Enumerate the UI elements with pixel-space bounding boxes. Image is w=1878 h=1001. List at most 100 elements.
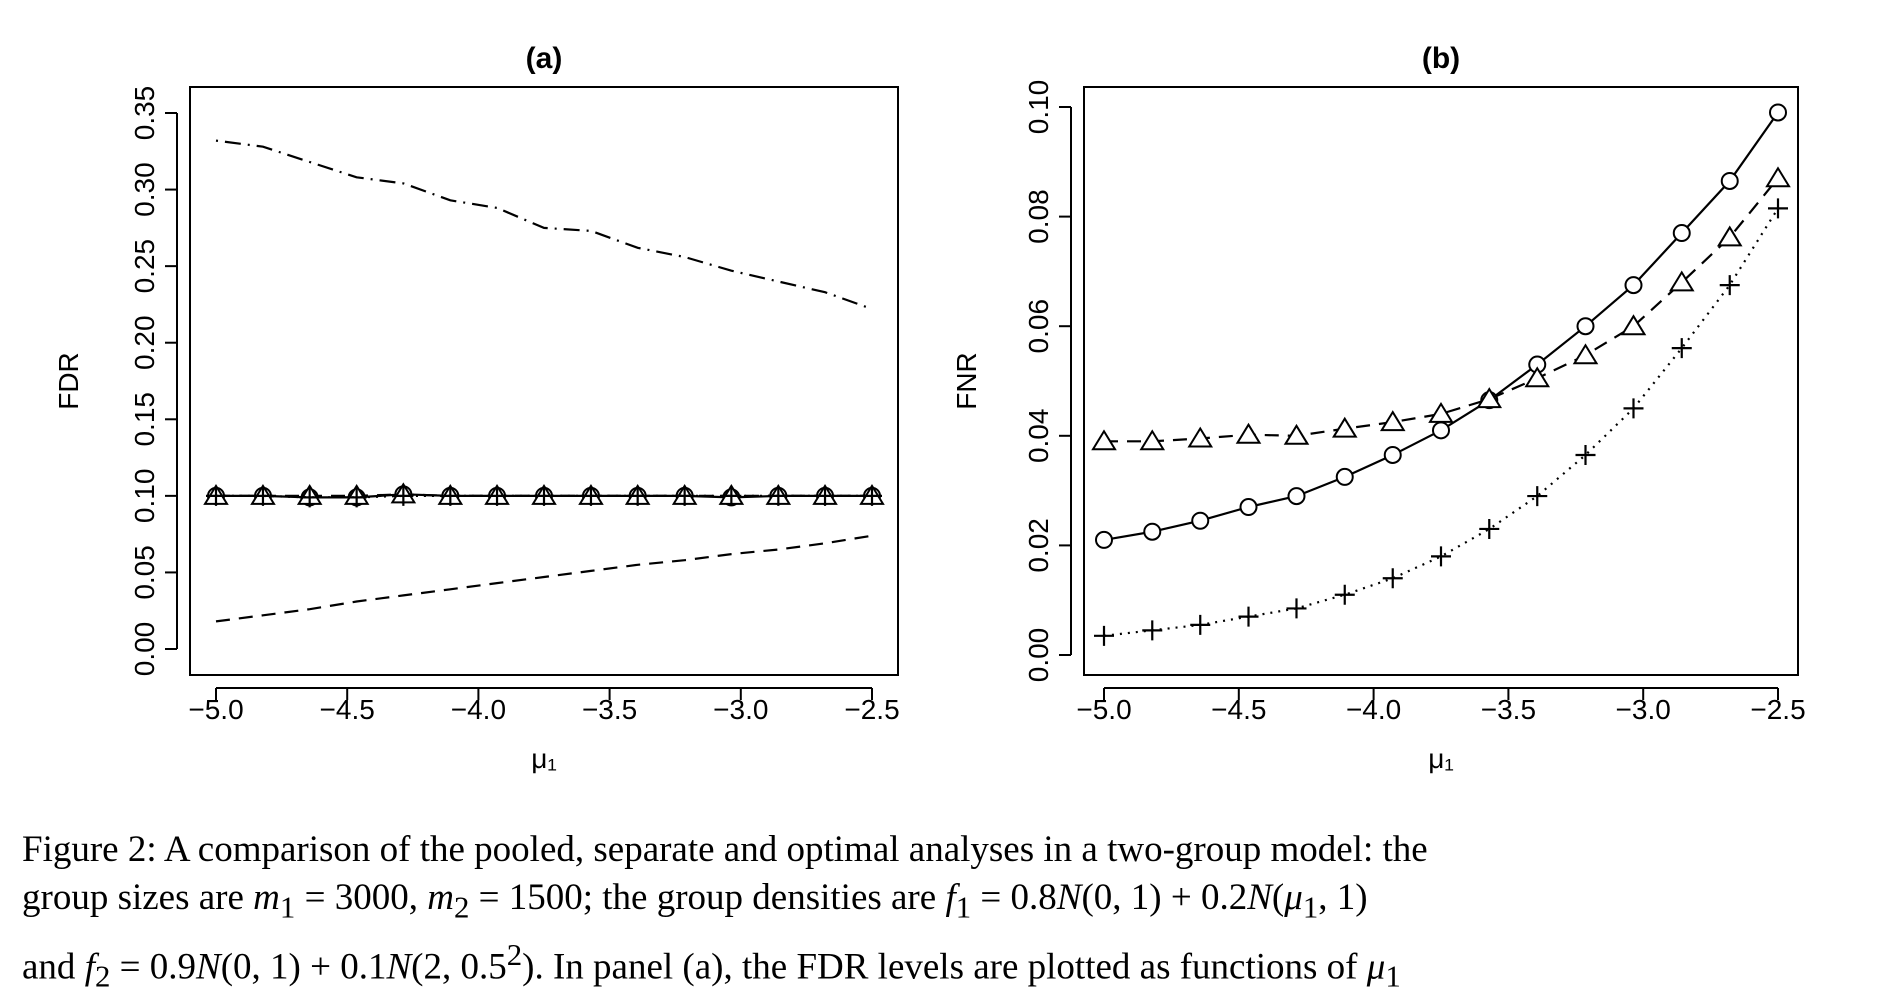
data-point-plus <box>1768 198 1788 219</box>
data-point-plus <box>206 485 226 506</box>
caption-text: = 3000, <box>304 877 428 918</box>
x-tick-label: −3.5 <box>582 694 637 725</box>
data-point-plus <box>815 485 836 506</box>
y-tick-label: 0.10 <box>129 469 160 524</box>
panel-b-fnr-chart: (b) −5.0 −4.5 −4.0 −3.5 −3.0 −2.5 μ₁ 0.00 0.02 0.0… <box>951 42 1806 774</box>
data-point-triangle <box>1091 429 1117 451</box>
y-axis-label: FDR <box>53 352 84 410</box>
y-tick-label: 0.00 <box>1023 628 1054 683</box>
y-tick-label: 0.30 <box>129 162 160 217</box>
y-tick-label: 0.02 <box>1023 518 1054 573</box>
caption-text: group sizes are <box>22 877 254 918</box>
data-point-plus <box>1094 625 1114 646</box>
data-point-circle <box>1624 276 1643 295</box>
data-point-circle <box>1769 103 1787 122</box>
series-line-dashed <box>1104 177 1779 443</box>
caption-line-3: and f2 = 0.9N(0, 1) + 0.1N(2, 0.52). In … <box>22 931 1862 1001</box>
data-point-plus <box>393 485 414 506</box>
series-line-dotdash <box>215 139 873 311</box>
math-symbol: N <box>1056 877 1082 918</box>
data-point-plus <box>1479 518 1500 539</box>
math-symbol: μ <box>1284 877 1303 918</box>
x-tick-label: −3.5 <box>1481 694 1536 725</box>
data-point-triangle <box>1331 416 1358 438</box>
math-subscript: 1 <box>1385 960 1401 995</box>
data-point-circle <box>1720 171 1739 190</box>
data-point-plus <box>1671 338 1692 359</box>
x-tick-label: −2.5 <box>844 694 899 725</box>
data-point-plus <box>1334 584 1355 605</box>
data-point-triangle <box>1668 270 1695 292</box>
data-point-plus <box>1286 598 1307 619</box>
data-point-plus <box>1142 620 1163 641</box>
y-tick-label: 0.08 <box>1023 189 1054 244</box>
data-point-plus <box>862 485 882 506</box>
data-point-triangle <box>1428 401 1454 423</box>
x-tick-label: −4.5 <box>1211 694 1266 725</box>
figure: (a) −5.0 −4.5 −4.0 −3.5 −3.0 −2.5 μ₁ 0.00 0.05 0.1… <box>53 42 1806 774</box>
y-tick-label: 0.10 <box>1023 80 1054 135</box>
data-point-triangle <box>1235 422 1262 444</box>
x-axis-label: μ₁ <box>1428 743 1454 774</box>
math-superscript: 2 <box>506 938 523 973</box>
caption-text: (0, 1) + 0.1 <box>220 946 387 988</box>
y-tick-label: 0.20 <box>129 315 160 370</box>
data-point-plus <box>534 485 554 506</box>
x-tick-label: −4.5 <box>320 694 375 725</box>
data-point-circle <box>1143 522 1162 541</box>
data-point-circle <box>1287 487 1306 506</box>
data-point-plus <box>1623 398 1644 419</box>
math-symbol: μ <box>1366 946 1386 988</box>
data-point-triangle <box>1187 426 1214 448</box>
plot-frame <box>189 86 899 676</box>
series-line-dotted <box>1103 207 1779 637</box>
data-point-circle <box>1672 224 1691 243</box>
x-tick-label: −3.0 <box>713 694 768 725</box>
caption-line-1: Figure 2: A comparison of the pooled, se… <box>22 826 1862 874</box>
caption-text: ). In panel (a), the FDR levels are plot… <box>522 946 1367 988</box>
x-tick-label: −4.0 <box>1346 694 1401 725</box>
figure-caption: Figure 2: A comparison of the pooled, se… <box>22 826 1862 1001</box>
data-point-triangle <box>1139 429 1166 451</box>
data-point-plus <box>674 485 695 506</box>
data-point-triangle <box>1379 410 1406 432</box>
caption-text: = 0.8 <box>980 877 1057 918</box>
math-subscript: 1 <box>1302 890 1319 925</box>
data-point-circle <box>1239 498 1258 517</box>
caption-text: , 1) <box>1318 877 1368 918</box>
data-point-triangle <box>1283 423 1310 445</box>
data-point-plus <box>252 485 273 506</box>
y-tick-label: 0.15 <box>129 392 160 447</box>
data-point-plus <box>299 487 320 508</box>
data-point-plus <box>1238 606 1259 627</box>
math-subscript: 2 <box>453 890 470 925</box>
math-symbol: m <box>427 877 454 918</box>
y-axis-label: FNR <box>951 352 982 410</box>
data-point-circle <box>1191 511 1210 530</box>
data-point-plus <box>346 487 367 508</box>
math-symbol: f <box>945 877 956 918</box>
math-symbol: N <box>386 946 412 988</box>
data-point-circle <box>1576 317 1595 336</box>
math-subscript: 1 <box>279 890 296 925</box>
panel-a-fdr-chart: (a) −5.0 −4.5 −4.0 −3.5 −3.0 −2.5 μ₁ 0.00 0.05 0.1… <box>53 42 900 774</box>
caption-text: (2, 0.5 <box>411 946 507 988</box>
x-axis-label: μ₁ <box>531 743 557 774</box>
data-point-plus <box>1431 546 1451 567</box>
y-tick-label: 0.06 <box>1023 299 1054 354</box>
caption-line-2: group sizes are m1 = 3000, m2 = 1500; th… <box>22 877 1368 925</box>
y-tick-label: 0.05 <box>129 545 160 600</box>
data-point-plus <box>1575 444 1596 465</box>
caption-text: and <box>22 946 85 988</box>
data-point-circle <box>1432 421 1450 440</box>
y-tick-label: 0.25 <box>129 239 160 294</box>
x-tick-label: −5.0 <box>188 694 243 725</box>
y-tick-label: 0.04 <box>1023 409 1054 464</box>
data-point-triangle <box>1716 225 1743 247</box>
caption-text: = 1500; the group densities are <box>478 877 946 918</box>
data-point-plus <box>580 485 601 506</box>
caption-text: (0, 1) + 0.2 <box>1081 877 1248 918</box>
data-point-plus <box>768 485 789 506</box>
data-point-triangle <box>1765 166 1791 188</box>
data-point-circle <box>1095 530 1113 549</box>
